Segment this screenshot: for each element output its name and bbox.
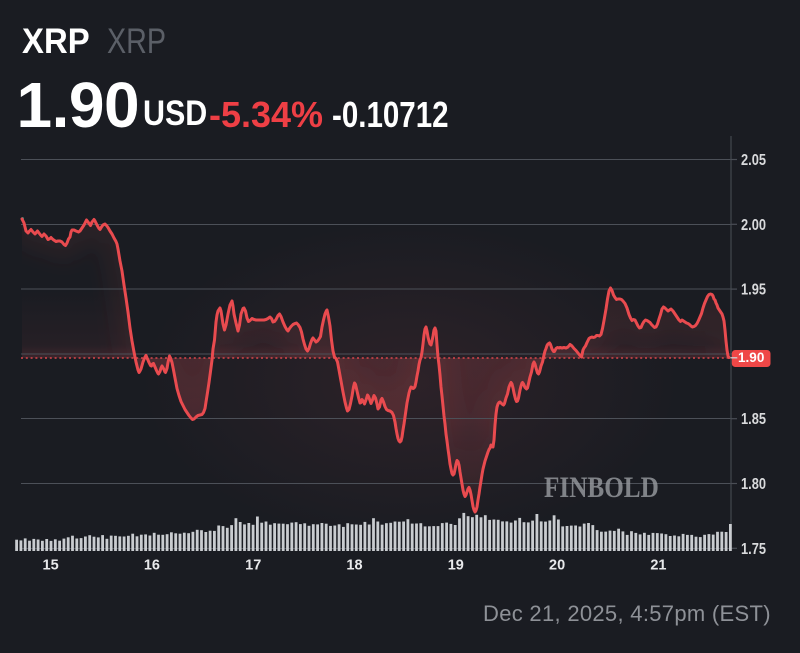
svg-text:17: 17 — [245, 558, 261, 574]
svg-text:18: 18 — [346, 558, 362, 574]
svg-text:21: 21 — [650, 558, 666, 574]
svg-text:16: 16 — [144, 558, 160, 574]
svg-text:1.85: 1.85 — [741, 411, 766, 428]
svg-text:2.05: 2.05 — [741, 152, 766, 169]
svg-text:1.80: 1.80 — [741, 476, 766, 493]
svg-text:1.75: 1.75 — [741, 541, 766, 558]
svg-text:1.95: 1.95 — [741, 282, 766, 299]
svg-text:20: 20 — [549, 558, 565, 574]
svg-text:19: 19 — [448, 558, 464, 574]
svg-text:2.00: 2.00 — [741, 217, 766, 234]
svg-text:1.90: 1.90 — [738, 350, 764, 365]
svg-text:15: 15 — [43, 558, 59, 574]
